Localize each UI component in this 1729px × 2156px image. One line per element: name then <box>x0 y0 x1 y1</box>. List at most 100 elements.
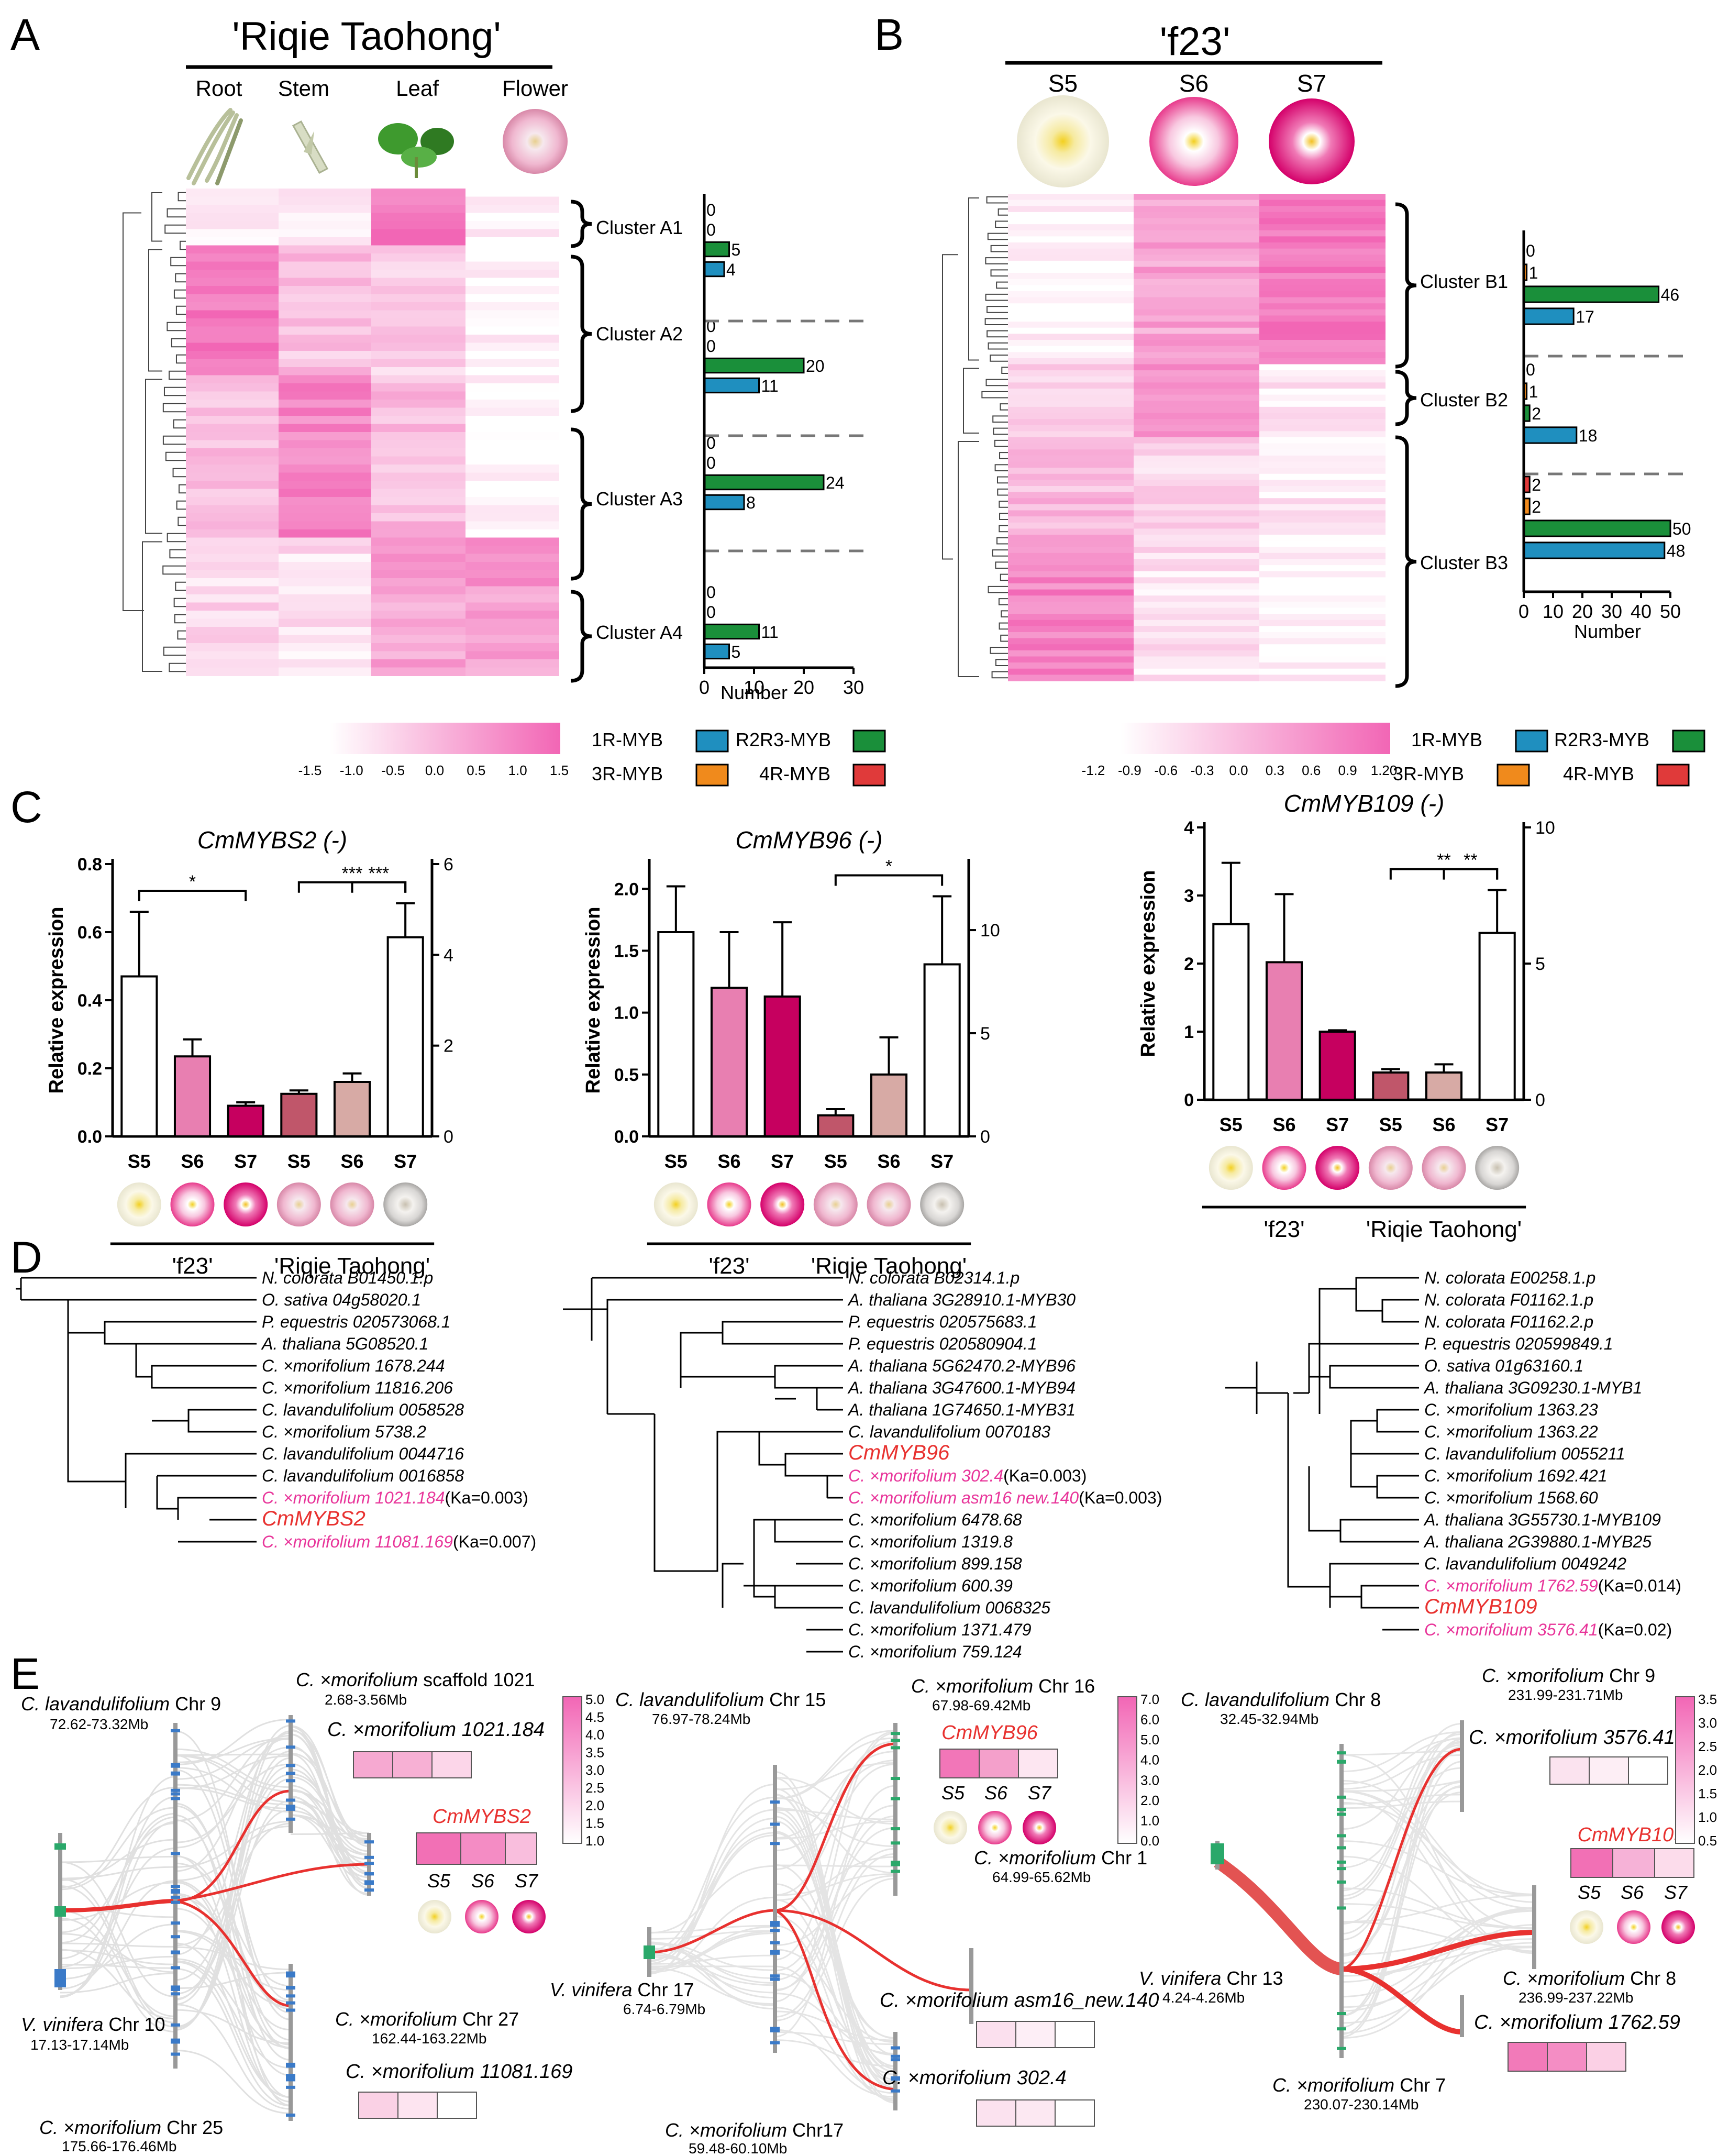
synteny-gray-line <box>290 1832 370 1835</box>
gene-tick <box>770 2029 780 2032</box>
gene-tick <box>171 1852 180 1855</box>
stage-e3-s5: S5 <box>1578 1882 1601 1903</box>
heatmap-b-cell <box>1259 212 1386 219</box>
heatmap-a-cell <box>186 221 279 230</box>
legend-b-r4-label: 4R-MYB <box>1563 763 1634 784</box>
heatmap-a-cell <box>279 318 372 327</box>
heatmap-b-cell <box>1008 340 1134 347</box>
label-e2-c16-range: 67.98-69.42Mb <box>932 1697 1030 1713</box>
heatmap-b-cell <box>1134 480 1260 487</box>
expr-bar-f23-s5 <box>120 975 158 1137</box>
synteny-gray-line <box>649 1796 775 1951</box>
heatmap-a-cell <box>465 335 559 344</box>
label-e2-lav-range: 76.97-78.24Mb <box>652 1711 750 1727</box>
gene-tick <box>364 1888 374 1892</box>
dendrogram-b-branch <box>1000 573 1008 581</box>
heatmap-a-cell <box>465 383 559 392</box>
heatmap-b-cell <box>1134 370 1260 377</box>
heatmap-a-cell <box>465 611 559 620</box>
heatmap-a-cell <box>279 221 372 230</box>
heatmap-a-cell <box>465 651 559 660</box>
heatmap-b-cell <box>1134 218 1260 225</box>
tree-leaf-label: C. lavandulifolium 0044716 <box>262 1444 464 1463</box>
heatmap-b-cell <box>1134 406 1260 414</box>
tree-branch <box>1308 1343 1361 1393</box>
heatmap-a-cell <box>371 635 466 644</box>
heatmap-b-cell <box>1134 260 1260 268</box>
gene-tick <box>171 1951 180 1954</box>
gene-tick <box>1337 1760 1346 1763</box>
color-scale-a-tick: -1.5 <box>298 762 322 778</box>
bar-value-a4: 0 <box>706 603 716 622</box>
heatmap-a-cell <box>465 513 559 522</box>
heatmap-b-cell <box>1134 419 1260 426</box>
heatmap-b-cell <box>1259 334 1386 340</box>
bar-axis-tick-label: 20 <box>1572 601 1593 622</box>
bar-r2r3-myb-a4 <box>703 623 760 640</box>
expr-sig-label: *** <box>368 864 389 883</box>
heatmap-b-cell <box>1008 552 1134 560</box>
heatmap-a-cell <box>371 326 466 335</box>
heatmap-b-cell <box>1008 230 1134 237</box>
heatmap-a-cell <box>279 594 372 603</box>
expr-group-label-rt: 'Riqie Taohong' <box>274 1253 430 1279</box>
bar-value-a4: 5 <box>731 643 741 661</box>
dendrogram-b-branch <box>999 513 1008 520</box>
tree-leaf-label: C. ×morifolium 600.39 <box>848 1576 1013 1595</box>
heatmap-b-cell <box>1134 601 1260 609</box>
dendrogram-b-branch <box>985 379 1008 386</box>
heatmap-a-cell <box>465 253 559 262</box>
heatmap-b-cell <box>1134 468 1260 474</box>
flower-image-s7 <box>1269 98 1355 184</box>
synteny-gray-line <box>1341 1738 1462 1785</box>
heatmap-a-cell <box>279 253 372 262</box>
heatmap-b-cell <box>1134 504 1260 511</box>
brace-a1 <box>570 200 592 248</box>
gene-tick <box>171 1900 180 1904</box>
synteny-gray-line <box>175 1894 291 2103</box>
heatmap-b-cell <box>1259 364 1386 371</box>
heatmap-a-cell <box>465 391 559 400</box>
panel-a-title: 'Riqie Taohong' <box>232 14 501 59</box>
synteny-gray-line <box>1341 1947 1535 1977</box>
synteny-gray-line <box>60 1796 176 1997</box>
synteny-gray-line <box>774 1816 896 2091</box>
tree-leaf-label: CmMYB109 <box>1424 1595 1537 1618</box>
synteny-gray-line <box>649 1932 775 1970</box>
expr-y2tick-label: 10 <box>980 921 1000 941</box>
heatmap-b-cell <box>1134 322 1260 328</box>
expr-flower-icon <box>276 1182 321 1226</box>
dendrogram-a-branch <box>169 662 186 672</box>
expr-flower-icon <box>383 1182 428 1226</box>
heatmap-a-cell <box>186 659 279 668</box>
tree-leaf-label: C. ×morifolium 1021.184(Ka=0.003) <box>262 1488 528 1507</box>
expr-bar-f23-s6 <box>1265 961 1303 1101</box>
color-scale-e1-tick: 5.0 <box>585 1691 604 1707</box>
synteny-highlight-1b <box>175 1789 291 1903</box>
gene-tick <box>171 1987 180 1991</box>
synteny-gray-line <box>774 1992 896 2055</box>
gene-tick <box>286 1994 295 1998</box>
color-scale-e1-tick: 3.5 <box>585 1744 604 1760</box>
tree-leaf-label: C. ×morifolium 1678.244 <box>262 1356 445 1375</box>
expr-xtick-label: S7 <box>1326 1114 1349 1135</box>
heatmap-b-cell <box>1134 510 1260 517</box>
dendrogram-a-branch <box>164 224 186 234</box>
tree-leaf-label: A. thaliana 3G47600.1-MYB94 <box>847 1378 1076 1397</box>
synteny-highlight-2a <box>649 1909 775 1954</box>
synteny-gray-line <box>175 1961 291 2098</box>
heatmap-b-cell <box>1008 547 1134 554</box>
brace-a4 <box>570 590 592 683</box>
heatmap-a-cell <box>371 302 466 311</box>
heatmap-a-cell <box>186 602 279 611</box>
heatmap-a-cell <box>371 667 466 676</box>
leaf-image <box>378 123 454 178</box>
heatmap-b-cell <box>1008 260 1134 268</box>
heatmap-a-cell <box>465 465 559 473</box>
brace-b3 <box>1395 435 1417 688</box>
heatmap-b-cell <box>1259 194 1386 201</box>
legend-b-r2r3-label: R2R3-MYB <box>1554 729 1649 750</box>
tree-leaf-label: C. lavandulifolium 0016858 <box>262 1466 464 1485</box>
stage-e3-s6: S6 <box>1621 1882 1644 1903</box>
gene-tick <box>171 1772 180 1776</box>
